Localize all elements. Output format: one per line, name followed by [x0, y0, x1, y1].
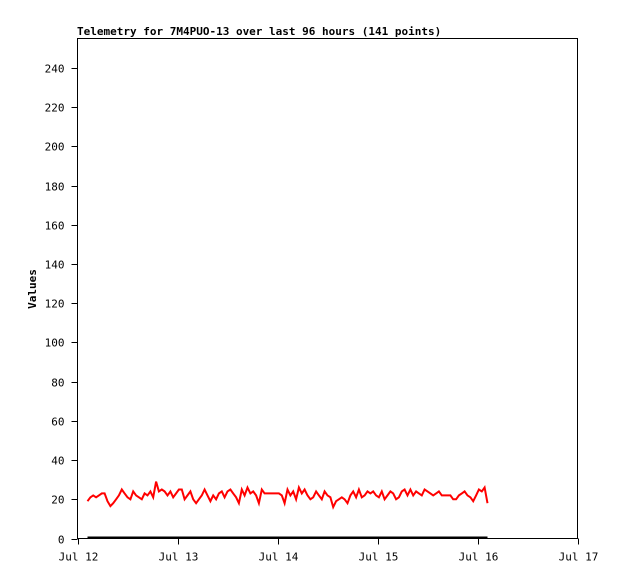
y-tick-label: 0	[58, 534, 65, 547]
y-tick-label: 140	[45, 259, 65, 272]
chart-title: Telemetry for 7M4PUO-13 over last 96 hou…	[77, 25, 441, 38]
series-telemetry-line	[86, 481, 489, 510]
x-tick-label: Jul 17	[559, 551, 599, 564]
y-tick-label: 180	[45, 181, 65, 194]
x-tick-label: Jul 13	[159, 551, 199, 564]
x-tick-label: Jul 16	[459, 551, 499, 564]
y-tick-label: 200	[45, 141, 65, 154]
plot-area	[77, 38, 578, 539]
y-tick-label: 40	[51, 455, 64, 468]
y-tick-label: 120	[45, 298, 65, 311]
x-tick-label: Jul 15	[359, 551, 399, 564]
y-tick-label: 100	[45, 337, 65, 350]
y-tick-label: 60	[51, 416, 64, 429]
y-tick-label: 240	[45, 63, 65, 76]
y-axis-label: Values	[26, 269, 39, 309]
x-tick-label: Jul 12	[59, 551, 99, 564]
y-tick-label: 220	[45, 102, 65, 115]
y-tick-label: 80	[51, 377, 64, 390]
x-tick-label: Jul 14	[259, 551, 299, 564]
y-tick-label: 160	[45, 220, 65, 233]
y-tick-label: 20	[51, 494, 64, 507]
